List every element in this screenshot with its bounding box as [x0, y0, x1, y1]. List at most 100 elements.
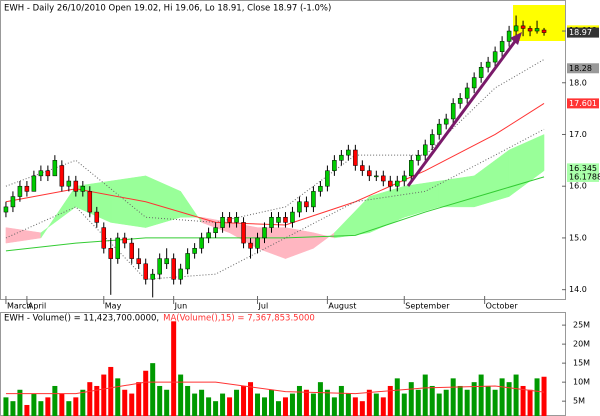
volume-y-tick-label: 10M — [573, 378, 590, 387]
candle-body — [52, 160, 58, 177]
x-tick-label: March — [7, 302, 31, 311]
volume-bar — [255, 393, 261, 416]
candle-body — [122, 237, 127, 244]
volume-bar — [457, 385, 463, 416]
volume-bar — [394, 378, 400, 416]
volume-bar — [401, 393, 407, 416]
volume-bar — [534, 378, 540, 416]
candle-body — [409, 160, 414, 177]
candle-body — [276, 216, 281, 223]
candle-body — [506, 30, 512, 42]
candle-body — [94, 211, 100, 223]
x-tick-label: October — [486, 302, 519, 311]
volume-bar — [45, 397, 51, 416]
cloud-segment — [508, 134, 545, 198]
candle-body — [478, 66, 484, 78]
indicator-line — [5, 59, 545, 223]
volume-bar — [87, 382, 93, 416]
volume-y-tick-label: 5M — [573, 397, 585, 406]
candle-body — [3, 206, 9, 213]
volume-bar — [66, 401, 72, 416]
candle-layer — [3, 15, 547, 298]
volume-bar — [387, 385, 393, 416]
price-label-box — [567, 171, 599, 182]
volume-bar — [310, 393, 316, 416]
volume-bar — [429, 385, 435, 416]
candle-body — [360, 165, 365, 171]
candle-body — [492, 51, 498, 63]
candle-body — [108, 248, 114, 259]
candle-body — [234, 216, 239, 223]
volume-bar — [52, 385, 58, 416]
candle-body — [429, 134, 435, 146]
volume-bar — [422, 374, 428, 416]
candle-body — [192, 248, 197, 254]
candle-body — [136, 258, 141, 265]
candle-body — [353, 149, 358, 166]
candle-body — [31, 175, 37, 192]
volume-bar — [241, 385, 247, 416]
volume-bar — [373, 393, 379, 416]
volume-bar — [464, 389, 470, 416]
candle-body — [339, 154, 344, 161]
candle-body — [283, 216, 288, 223]
volume-bar — [471, 382, 477, 416]
y-tick-label: 17.0 — [569, 130, 587, 139]
volume-bar — [59, 393, 65, 416]
volume-bar — [80, 389, 86, 416]
volume-bar — [143, 370, 149, 416]
volume-bar — [408, 382, 414, 416]
candle-body — [17, 185, 23, 197]
volume-bar — [122, 389, 128, 416]
volume-bar — [178, 374, 184, 416]
candle-body — [129, 242, 134, 259]
volume-bar — [185, 385, 191, 416]
candle-body — [66, 180, 72, 187]
candle-body — [534, 28, 540, 32]
candle-body — [318, 185, 323, 192]
price-label: 18.97 — [569, 28, 592, 37]
volume-bar — [499, 378, 505, 416]
price-label: 18.28 — [569, 64, 592, 73]
volume-bar — [345, 393, 351, 416]
volume-bar — [296, 385, 302, 416]
candle-body — [297, 201, 302, 213]
candle-body — [45, 170, 51, 177]
candle-body — [115, 237, 121, 259]
volume-bar — [115, 378, 121, 416]
volume-bar — [303, 389, 309, 416]
candle-body — [290, 211, 295, 223]
y-tick-label: 16.0 — [569, 182, 587, 191]
candle-body — [87, 191, 93, 213]
candle-body — [262, 227, 267, 239]
candle-body — [248, 242, 253, 249]
volume-bar — [220, 393, 226, 416]
candle-body — [206, 232, 211, 239]
candle-body — [220, 216, 225, 228]
candle-body — [73, 180, 79, 192]
volume-bar — [31, 393, 37, 416]
x-tick-label: April — [28, 302, 46, 311]
volume-bar — [282, 397, 288, 416]
candle-body — [185, 253, 190, 270]
price-label-box — [567, 163, 599, 174]
volume-bar — [234, 389, 240, 416]
candle-body — [38, 170, 44, 177]
candle-body — [520, 25, 526, 29]
volume-bar — [150, 363, 156, 416]
volume-bar — [352, 397, 358, 416]
candle-body — [499, 41, 505, 52]
volume-bar — [324, 389, 330, 416]
candle-body — [213, 227, 218, 234]
candle-body — [450, 103, 456, 120]
candle-body — [471, 77, 477, 89]
candle-body — [395, 180, 400, 187]
price-label-box — [567, 98, 599, 109]
volume-bar — [289, 393, 295, 416]
volume-bar — [38, 401, 44, 416]
volume-bar — [268, 389, 274, 416]
highlight-box — [513, 5, 565, 41]
x-tick-label: August — [328, 302, 356, 311]
volume-bar — [206, 397, 212, 416]
